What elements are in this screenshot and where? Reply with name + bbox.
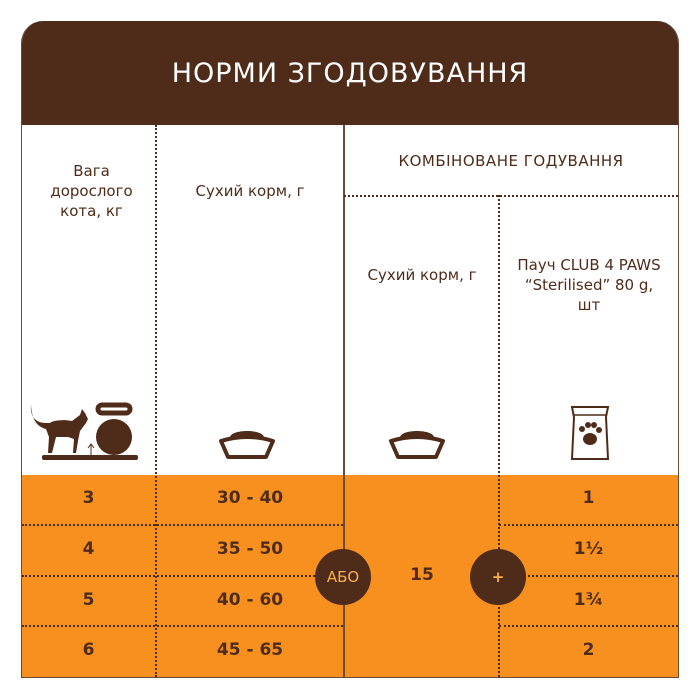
row-divider — [499, 575, 678, 577]
divider — [498, 195, 500, 677]
combined-dry-value: 15 — [410, 565, 434, 585]
row-divider — [22, 524, 343, 526]
weight-value: 5 — [82, 590, 95, 610]
divider — [344, 195, 678, 197]
dry-value: 45 - 65 — [216, 640, 284, 660]
divider — [343, 125, 345, 677]
header-combined: КОМБІНОВАНЕ ГОДУВАННЯ — [398, 152, 624, 170]
pouch-value: 1¾ — [573, 590, 604, 610]
header-combined-dry: Сухий корм, г — [367, 266, 477, 284]
weight-value: 3 — [82, 488, 95, 508]
food-bowl-icon — [219, 431, 275, 459]
header-weight: Вага дорослого кота, кг — [50, 162, 133, 220]
divider — [155, 125, 157, 677]
row-divider — [22, 625, 343, 627]
plus-badge: + — [470, 549, 526, 605]
dry-value: 35 - 50 — [216, 539, 284, 559]
cat-on-scale-icon — [30, 402, 138, 460]
row-divider — [499, 524, 678, 526]
or-badge: АБО — [315, 549, 371, 605]
header-pouch: Пауч CLUB 4 PAWS “Sterilised” 80 g, шт — [517, 256, 661, 314]
feeding-table: НОРМИ ЗГОДОВУВАННЯ Вага дорослого кота, … — [21, 21, 679, 678]
pouch-value: 1 — [582, 488, 595, 508]
pouch-value: 1½ — [573, 539, 604, 559]
row-divider — [499, 625, 678, 627]
food-bowl-icon — [389, 431, 445, 459]
page-title: НОРМИ ЗГОДОВУВАННЯ — [171, 57, 529, 89]
dry-value: 30 - 40 — [216, 488, 284, 508]
header-dry: Сухий корм, г — [195, 182, 305, 200]
weight-value: 4 — [82, 539, 95, 559]
table-header: НОРМИ ЗГОДОВУВАННЯ — [22, 21, 678, 125]
weight-value: 6 — [82, 640, 95, 660]
row-divider — [22, 575, 343, 577]
dry-value: 40 - 60 — [216, 590, 284, 610]
pouch-paw-icon — [570, 406, 610, 460]
pouch-value: 2 — [582, 640, 595, 660]
